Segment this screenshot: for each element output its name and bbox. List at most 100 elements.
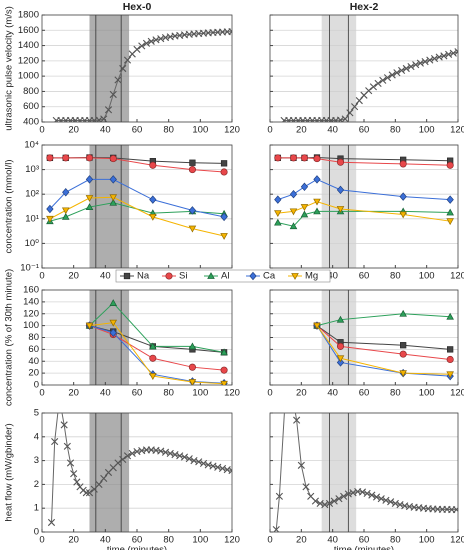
- x-tick-label: 60: [359, 271, 370, 282]
- y-tick-label: 140: [23, 296, 39, 307]
- x-tick-label: 80: [163, 125, 174, 136]
- point: [100, 474, 108, 483]
- point: [446, 371, 454, 379]
- x-tick-label: 120: [450, 125, 464, 136]
- y-tick-label: 1800: [18, 10, 39, 21]
- point: [399, 309, 407, 317]
- point: [332, 116, 340, 122]
- y-tick-label: 1400: [18, 40, 39, 51]
- point: [73, 478, 81, 486]
- point: [100, 115, 108, 122]
- y-tick-label: 10³: [25, 164, 39, 175]
- point: [62, 188, 70, 197]
- x-tick-label: 120: [224, 388, 240, 399]
- x-tick-label: 20: [68, 535, 79, 546]
- point: [313, 155, 321, 163]
- point: [109, 155, 117, 163]
- point: [123, 56, 132, 64]
- x-tick-label: 120: [450, 271, 464, 282]
- x-tick-label: 100: [419, 125, 435, 136]
- point: [128, 449, 136, 458]
- x-tick-label: 100: [192, 535, 208, 546]
- point: [289, 189, 298, 199]
- plot-area: [42, 145, 232, 268]
- point: [46, 154, 54, 162]
- x-tick-label: 120: [224, 535, 240, 546]
- point: [297, 461, 305, 469]
- y-tick-label: 0: [34, 527, 39, 538]
- panel-title: Hex-2: [350, 1, 379, 13]
- point: [335, 495, 343, 503]
- point: [47, 518, 56, 527]
- x-tick-label: 100: [419, 388, 435, 399]
- panel: 0 20 40 60 80 100 120 Hex-2: [267, 1, 464, 136]
- point: [275, 492, 283, 500]
- point: [220, 160, 228, 167]
- data-layer: [52, 27, 232, 122]
- point: [454, 48, 458, 56]
- data-layer: [274, 154, 454, 230]
- point: [149, 195, 157, 204]
- point: [336, 342, 345, 350]
- point: [114, 459, 122, 467]
- point: [440, 52, 448, 60]
- point: [368, 491, 376, 499]
- panel: 400 600 800 1000 1200 1400 1600 1800 0 20 40 60 80 10…: [4, 1, 240, 136]
- point: [274, 210, 282, 218]
- point: [446, 312, 454, 320]
- point: [62, 154, 70, 162]
- point: [189, 159, 196, 166]
- point: [61, 212, 70, 220]
- point: [446, 355, 454, 364]
- x-tick-label: 80: [163, 535, 174, 546]
- point: [426, 56, 434, 64]
- panel: 0 20 40 60 80 100 120 time (minutes): [267, 412, 464, 550]
- x-tick-label: 40: [327, 125, 338, 136]
- point: [379, 76, 387, 84]
- x-tick-label: 20: [68, 388, 79, 399]
- y-tick-label: 0: [34, 380, 39, 391]
- point: [188, 206, 197, 215]
- y-tick-label: 3: [34, 455, 39, 466]
- x-tick-label: 80: [163, 388, 174, 399]
- point: [90, 116, 98, 122]
- point: [402, 64, 410, 73]
- point: [85, 203, 94, 210]
- x-tick-label: 0: [39, 125, 44, 136]
- point: [85, 175, 94, 184]
- point: [114, 76, 122, 84]
- y-tick-label: 80: [28, 332, 39, 343]
- x-tick-label: 0: [39, 271, 44, 282]
- point: [274, 154, 282, 162]
- x-tick-label: 40: [100, 271, 111, 282]
- point: [336, 355, 345, 363]
- point: [199, 459, 208, 468]
- series-line: [316, 313, 451, 327]
- point: [228, 27, 232, 36]
- series-line: [316, 325, 451, 375]
- point: [147, 37, 155, 45]
- x-tick-label: 0: [267, 388, 272, 399]
- point: [351, 103, 359, 111]
- point: [330, 497, 338, 505]
- point: [220, 348, 228, 356]
- x-tick-label: 40: [327, 535, 338, 546]
- y-tick-label: 10²: [25, 189, 39, 200]
- point: [207, 272, 215, 279]
- point: [138, 42, 146, 50]
- point: [302, 483, 310, 491]
- point: [387, 498, 395, 506]
- x-tick-label: 80: [390, 125, 401, 136]
- point: [374, 79, 382, 87]
- y-tick-label: 10⁻¹: [20, 263, 39, 274]
- point: [346, 109, 354, 117]
- point: [195, 458, 203, 466]
- x-tick-label: 80: [390, 535, 401, 546]
- point: [123, 452, 132, 460]
- data-layer: [46, 154, 228, 240]
- point: [300, 182, 309, 192]
- point: [407, 63, 415, 71]
- x-tick-label: 60: [359, 388, 370, 399]
- point: [388, 71, 396, 79]
